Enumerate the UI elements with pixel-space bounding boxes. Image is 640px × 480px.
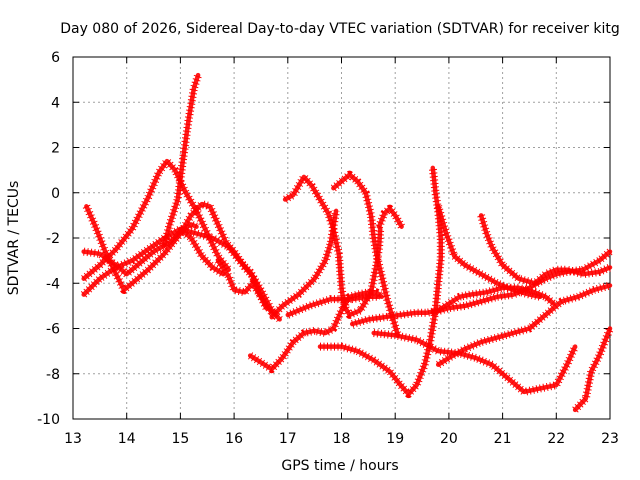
- series-track-18-markers: [434, 205, 542, 301]
- x-tick-label: 13: [64, 431, 82, 447]
- series-track-4: [84, 201, 274, 315]
- x-tick-label: 19: [386, 431, 404, 447]
- series-track-6: [178, 226, 282, 322]
- series-track-16: [371, 330, 578, 395]
- series-track-21-markers: [572, 327, 614, 413]
- x-tick-label: 22: [547, 431, 565, 447]
- x-axis-label: GPS time / hours: [281, 458, 398, 474]
- series-track-1: [81, 158, 231, 281]
- axis-ticks: 13 14 15 16 17 18 19 20 21 22 23 -10 -8 -6 -4 -2 0 2 4 6: [37, 50, 619, 447]
- series-track-13-markers: [286, 292, 380, 319]
- y-tick-label: 6: [51, 50, 60, 66]
- series-track-19: [478, 213, 613, 286]
- y-tick-label: 4: [51, 95, 60, 111]
- series-track-5-markers: [160, 73, 202, 246]
- x-tick-label: 16: [225, 431, 243, 447]
- y-axis-label: SDTVAR / TECUs: [6, 181, 22, 296]
- y-tick-label: -6: [46, 322, 60, 338]
- series-track-14-markers: [320, 167, 445, 399]
- series-track-17-markers: [431, 248, 613, 317]
- x-tick-label: 15: [171, 431, 189, 447]
- x-tick-label: 18: [333, 431, 351, 447]
- y-tick-label: -10: [37, 412, 60, 428]
- x-tick-label: 21: [494, 431, 512, 447]
- data-series: [80, 72, 614, 413]
- x-tick-label: 23: [601, 431, 619, 447]
- y-tick-label: -4: [46, 276, 60, 292]
- series-track-12-markers: [375, 204, 406, 229]
- grid: [73, 57, 610, 419]
- series-track-8: [247, 290, 385, 372]
- y-tick-label: 2: [51, 141, 60, 157]
- series-track-10-markers: [283, 172, 385, 319]
- series-track-2-markers: [80, 224, 226, 298]
- x-tick-label: 14: [118, 431, 136, 447]
- series-track-11: [331, 172, 401, 338]
- x-tick-label: 17: [279, 431, 297, 447]
- series-track-4-markers: [82, 200, 276, 315]
- chart-title: Day 080 of 2026, Sidereal Day-to-day VTE…: [60, 21, 620, 37]
- y-tick-label: -2: [46, 231, 60, 247]
- series-track-7: [215, 258, 269, 311]
- y-tick-label: 0: [51, 186, 60, 202]
- y-tick-label: -8: [46, 367, 60, 383]
- x-tick-label: 20: [440, 431, 458, 447]
- series-track-20-markers: [436, 281, 612, 369]
